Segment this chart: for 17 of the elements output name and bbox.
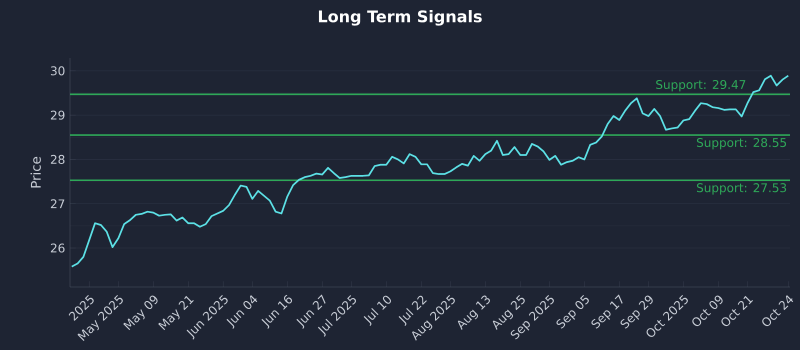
ref-line-label: Support: 27.53 — [696, 183, 786, 195]
y-tick-label: 26 — [50, 243, 65, 253]
chart-title: Long Term Signals — [318, 10, 482, 26]
y-tick-label: 29 — [50, 110, 64, 120]
x-tick-label: Sep 05 — [556, 294, 589, 329]
y-tick-label: 30 — [50, 66, 64, 76]
x-tick-label: Jun 16 — [261, 294, 292, 329]
y-tick-label: 27 — [50, 199, 64, 208]
x-tick-label: Oct 24 — [762, 295, 794, 326]
x-tick-label: Jun 04 — [226, 295, 258, 329]
x-tick-label: Oct 09 — [692, 296, 723, 326]
ref-line-label: Support: 29.47 — [656, 80, 746, 92]
y-axis-title: Price — [30, 156, 41, 188]
y-tick-label: 28 — [50, 154, 64, 164]
x-tick-label: Jul 10 — [364, 296, 391, 326]
x-tick-label: Oct 21 — [721, 296, 753, 326]
ref-line-label: Support: 28.55 — [696, 138, 786, 150]
